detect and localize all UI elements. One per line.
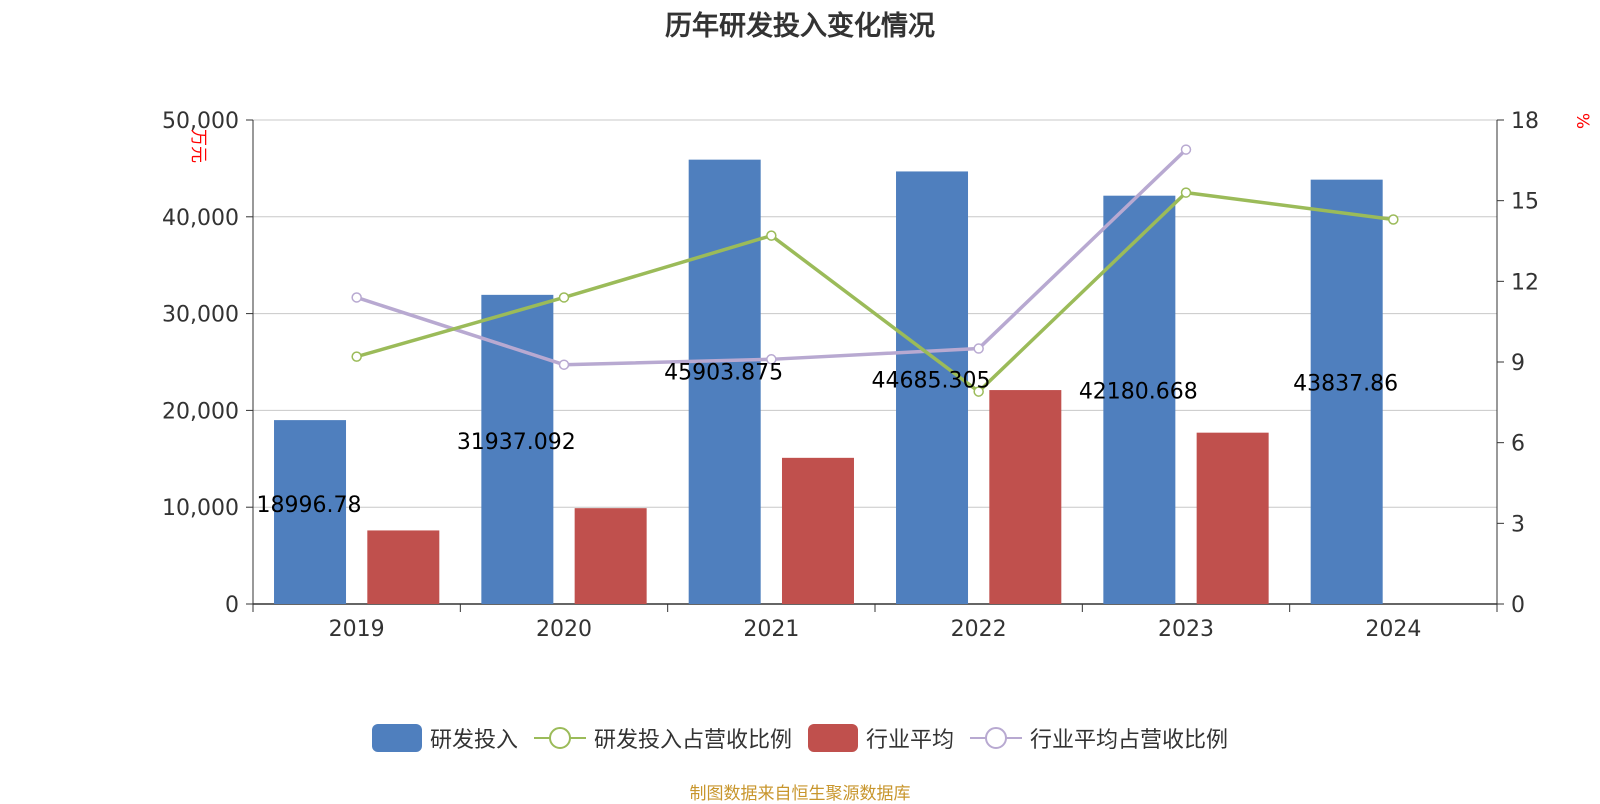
y-left-unit: 万元	[188, 129, 208, 163]
y-left-tick-label: 30,000	[162, 303, 239, 328]
bar-industry-2021	[781, 457, 854, 604]
bar-rd-2020	[481, 294, 554, 604]
y-right-tick-label: 15	[1511, 190, 1539, 215]
legend-swatch-marker	[985, 727, 1008, 749]
y-right-tick-label: 12	[1511, 270, 1539, 295]
rd-ratio-line	[356, 190, 1394, 394]
y-right-tick-label: 3	[1511, 512, 1525, 537]
rd-ratio-point	[351, 351, 362, 362]
bar-data-label: 45903.875	[664, 361, 783, 386]
bar-industry-2020	[574, 508, 647, 604]
bar-industry-2019	[367, 530, 440, 604]
rd-ratio-point	[1388, 214, 1399, 225]
industry-ratio-point	[558, 359, 570, 370]
y-right-tick-label: 0	[1511, 593, 1525, 618]
rd-ratio-point	[1180, 187, 1192, 198]
legend-item-industry-bar[interactable]: 行业平均	[808, 722, 954, 754]
bar-rd-2023	[1103, 195, 1176, 604]
legend-swatch-rd-ratio	[533, 727, 586, 749]
legend-label: 研发投入	[429, 728, 518, 753]
x-tick-label: 2020	[536, 617, 592, 642]
x-tick-label: 2022	[951, 617, 1007, 642]
legend-swatch-industry-ratio	[970, 727, 1023, 749]
legend-item-rd-ratio[interactable]: 研发投入占营收比例	[533, 722, 792, 754]
bar-rd-2022	[896, 171, 969, 605]
industry-ratio-point	[766, 354, 777, 365]
chart-title: 历年研发投入变化情况	[665, 11, 935, 42]
y-right-tick-label: 18	[1511, 109, 1539, 134]
bar-industry-2022	[989, 390, 1062, 604]
legend-swatch-industry-bar	[808, 724, 858, 752]
y-left-tick-label: 0	[225, 593, 239, 618]
rd-ratio-point	[973, 386, 984, 397]
bar-data-label: 18996.78	[256, 493, 361, 518]
rd-ratio-point	[558, 292, 570, 303]
y-left-tick-label: 20,000	[162, 399, 239, 424]
bar-data-label: 31937.092	[457, 430, 576, 455]
legend-item-rd-bar[interactable]: 研发投入	[371, 722, 518, 754]
bar-data-label: 44685.305	[871, 368, 990, 393]
x-tick-label: 2021	[743, 617, 799, 642]
industry-ratio-point	[973, 343, 984, 354]
y-left-tick-label: 10,000	[162, 496, 239, 521]
bar-data-label: 42180.668	[1079, 380, 1198, 405]
legend-swatch-marker	[548, 727, 571, 749]
legend-label: 行业平均占营收比例	[1030, 728, 1229, 753]
bar-industry-2023	[1196, 432, 1269, 604]
x-tick-label: 2019	[329, 617, 385, 642]
bar-rd-2021	[688, 159, 761, 604]
source-note: 制图数据来自恒生聚源数据库	[689, 784, 911, 804]
y-right-tick-label: 9	[1511, 351, 1525, 376]
y-left-tick-label: 40,000	[162, 206, 239, 231]
y-right-tick-label: 6	[1511, 432, 1525, 457]
industry-ratio-line	[356, 148, 1188, 367]
x-tick-label: 2023	[1158, 617, 1214, 642]
legend-item-industry-ratio[interactable]: 行业平均占营收比例	[970, 722, 1228, 754]
industry-ratio-point	[351, 292, 362, 303]
x-tick-label: 2024	[1365, 617, 1421, 642]
y-left-tick-label: 50,000	[162, 109, 239, 134]
legend-label: 行业平均	[866, 728, 955, 753]
legend: 研发投入 研发投入占营收比例 行业平均 行业平均占营收比例	[0, 718, 1600, 758]
industry-ratio-point	[1180, 144, 1192, 155]
y-right-unit: %	[1572, 113, 1592, 129]
legend-label: 研发投入占营收比例	[593, 728, 792, 753]
bar-rd-2019	[274, 420, 347, 604]
rd-ratio-point	[766, 230, 777, 241]
legend-swatch-rd-bar	[371, 724, 422, 752]
bar-rd-2024	[1310, 179, 1383, 604]
bar-data-label: 43837.86	[1293, 372, 1398, 397]
